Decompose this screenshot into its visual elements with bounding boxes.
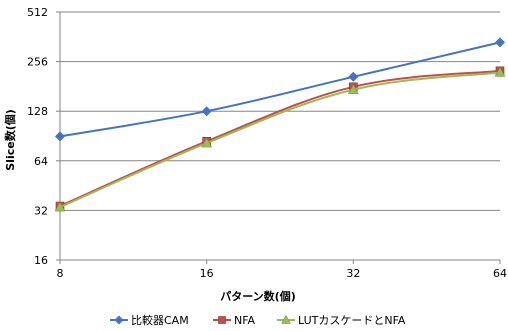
axes (56, 11, 501, 264)
data-point-diamond (55, 131, 65, 142)
y-tick-label: 256 (27, 56, 48, 69)
series-1 (55, 37, 505, 142)
x-tick-label: 16 (200, 267, 214, 280)
data-point-diamond (348, 71, 359, 82)
x-tick-labels: 8 16 32 64 (57, 267, 508, 280)
data-point-triangle (201, 137, 213, 148)
data-point-square (218, 316, 226, 324)
x-tick-label: 32 (346, 267, 360, 280)
series-3 (54, 66, 506, 212)
x-tick-label: 64 (493, 267, 507, 280)
series-line (59, 71, 501, 209)
y-tick-label: 64 (34, 155, 48, 168)
series-2 (55, 66, 505, 211)
y-tick-label: 512 (27, 6, 48, 19)
data-point-diamond (114, 315, 124, 325)
data-point-diamond (495, 37, 505, 48)
legend-label: LUTカスケードとNFA (298, 314, 406, 327)
grid-lines (60, 11, 500, 261)
series-line (59, 69, 501, 207)
legend-item: 比較器CAM (110, 313, 189, 327)
y-tick-label: 16 (34, 254, 48, 267)
y-axis-title: Slice数(個) (3, 109, 17, 171)
y-tick-label: 32 (34, 204, 48, 217)
data-point-diamond (201, 106, 212, 117)
y-tick-labels: 16 32 64 128 256 512 (27, 6, 48, 267)
data-point-triangle (347, 84, 359, 94)
legend-label: NFA (234, 314, 256, 327)
legend-label: 比較器CAM (131, 313, 189, 327)
series-line (59, 41, 501, 138)
legend-item: NFA (213, 314, 256, 327)
data-point-triangle (494, 66, 506, 77)
y-tick-label: 128 (27, 105, 48, 118)
series-group (54, 37, 506, 212)
legend: 比較器CAM NFA LUTカスケードとNFA (110, 313, 406, 327)
legend-item: LUTカスケードとNFA (277, 314, 406, 327)
data-point-triangle (281, 314, 291, 324)
data-point-triangle (54, 201, 66, 212)
x-axis-title: パターン数(個) (220, 289, 296, 303)
x-tick-label: 8 (57, 267, 64, 280)
